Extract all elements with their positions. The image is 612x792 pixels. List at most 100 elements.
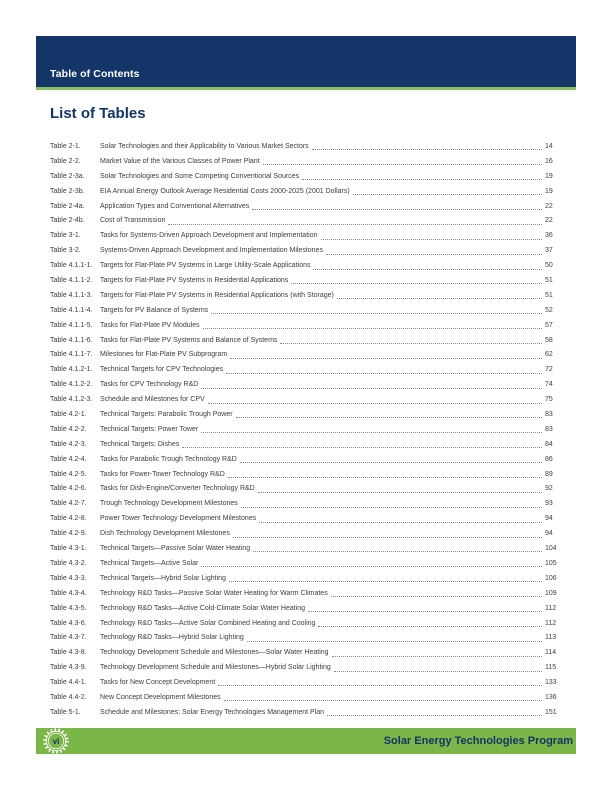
toc-entry-title: Cost of Transmission (100, 217, 166, 225)
toc-entry-row[interactable]: Table 4.3-5. Technology R&D Tasks—Active… (50, 602, 576, 617)
toc-entry-row[interactable]: Table 4.2-3. Technical Targets: Dishes 8… (50, 438, 576, 453)
toc-entry-page-number: 113 (545, 634, 557, 642)
toc-entry-row[interactable]: Table 4.2-1. Technical Targets: Paraboli… (50, 408, 576, 423)
dot-leader (331, 655, 542, 657)
toc-entry-label: Table 4.2-2. (50, 425, 87, 433)
toc-entry-row[interactable]: Table 4.1.2-2. Tasks for CPV Technology … (50, 378, 576, 393)
dot-leader (239, 462, 542, 464)
toc-entry-row[interactable]: Table 4.1.2-3. Schedule and Milestones f… (50, 393, 576, 408)
toc-entry-row[interactable]: Table 4.2-9. Dish Technology Development… (50, 527, 576, 542)
toc-entry-title: Targets for Flat-Plate PV Systems in Res… (100, 291, 334, 299)
toc-entry-title: Technology R&D Tasks—Active Solar Combin… (100, 619, 316, 627)
toc-entry-title: Targets for PV Balance of Systems (100, 306, 209, 314)
table-of-contents-header-bar: Table of Contents (36, 36, 576, 87)
toc-entry-row[interactable]: Table 4.3-6. Technology R&D Tasks—Active… (50, 617, 576, 632)
toc-entry-row[interactable]: Table 4.1.1-3. Targets for Flat-Plate PV… (50, 289, 576, 304)
toc-entry-label: Table 3-2. (50, 247, 81, 255)
toc-entry-page-number: 104 (545, 545, 557, 553)
toc-entry-title: Tasks for Flat-Plate PV Modules (100, 321, 200, 329)
toc-entry-label: Table 4.1.1-5. (50, 321, 93, 329)
toc-entry-label: Table 4.2-1. (50, 411, 87, 419)
toc-entry-title: Technical Targets—Passive Solar Water He… (100, 545, 251, 553)
dot-leader (336, 298, 542, 300)
toc-entry-row[interactable]: Table 4.2-2. Technical Targets: Power To… (50, 423, 576, 438)
toc-entry-title: Technical Targets: Parabolic Trough Powe… (100, 411, 233, 419)
toc-entry-row[interactable]: Table 2-4a. Application Types and Conven… (50, 200, 576, 215)
dot-leader (320, 238, 542, 240)
toc-entry-label: Table 4.1.2-1. (50, 366, 93, 374)
toc-entry-page-number: 112 (545, 619, 557, 627)
dot-leader (227, 476, 542, 478)
toc-entry-title: Systems-Driven Approach Development and … (100, 247, 323, 255)
toc-entry-row[interactable]: Table 2-3a. Solar Technologies and Some … (50, 170, 576, 185)
toc-entry-row[interactable]: Table 2-1. Solar Technologies and their … (50, 140, 576, 155)
dot-leader (291, 283, 542, 285)
toc-entry-title: Tasks for Systems-Driven Approach Develo… (100, 232, 318, 240)
toc-entry-label: Table 4.1.1-2. (50, 277, 93, 285)
toc-entry-title: Tasks for New Concept Development (100, 679, 216, 687)
toc-entry-row[interactable]: Table 4.1.1-5. Tasks for Flat-Plate PV M… (50, 319, 576, 334)
toc-entry-label: Table 4.3-9. (50, 664, 87, 672)
toc-entry-row[interactable]: Table 4.3-1. Technical Targets—Passive S… (50, 542, 576, 557)
dot-leader (333, 670, 542, 672)
toc-entry-row[interactable]: Table 4.2-8. Power Tower Technology Deve… (50, 512, 576, 527)
toc-entry-row[interactable]: Table 4.1.1-1. Targets for Flat-Plate PV… (50, 259, 576, 274)
toc-entry-row[interactable]: Table 4.2-6. Tasks for Dish-Engine/Conve… (50, 482, 576, 497)
dot-leader (246, 640, 542, 642)
toc-entry-label: Table 4.1.2-2. (50, 381, 93, 389)
toc-entry-page-number: 93 (545, 500, 553, 508)
toc-entry-row[interactable]: Table 4.1.1-6. Tasks for Flat-Plate PV S… (50, 334, 576, 349)
dot-leader (327, 715, 542, 717)
toc-entry-row[interactable]: Table 4.4-1. Tasks for New Concept Devel… (50, 676, 576, 691)
toc-entry-row[interactable]: Table 4.1.1-2. Targets for Flat-Plate PV… (50, 274, 576, 289)
toc-entry-row[interactable]: Table 2-2. Market Value of the Various C… (50, 155, 576, 170)
dot-leader (211, 313, 542, 315)
toc-entry-page-number: 52 (545, 306, 553, 314)
toc-entry-row[interactable]: Table 4.4-2. New Concept Development Mil… (50, 691, 576, 706)
toc-entry-row[interactable]: Table 4.3-2. Technical Targets—Active So… (50, 557, 576, 572)
toc-entry-label: Table 4.2-8. (50, 515, 87, 523)
toc-entry-row[interactable]: Table 4.3-8. Technology Development Sche… (50, 646, 576, 661)
toc-entry-row[interactable]: Table 4.1.1-4. Targets for PV Balance of… (50, 304, 576, 319)
toc-entry-row[interactable]: Table 4.3-9. Technology Development Sche… (50, 661, 576, 676)
toc-entry-label: Table 2-1. (50, 143, 81, 150)
toc-entry-row[interactable]: Table 5-1. Schedule and Milestones: Sola… (50, 706, 576, 721)
toc-entry-row[interactable]: Table 4.1.2-1. Technical Targets for CPV… (50, 363, 576, 378)
toc-entry-page-number: 22 (545, 202, 553, 210)
toc-entry-row[interactable]: Table 4.3-7. Technology R&D Tasks—Hybrid… (50, 631, 576, 646)
toc-entry-label: Table 4.3-7. (50, 634, 87, 642)
toc-entry-row[interactable]: Table 4.2-7. Trough Technology Developme… (50, 497, 576, 512)
dot-leader (311, 149, 542, 151)
toc-entry-label: Table 3-1. (50, 232, 81, 240)
page-title: List of Tables (50, 105, 146, 122)
toc-entry-row[interactable]: Table 3-2. Systems-Driven Approach Devel… (50, 244, 576, 259)
toc-entry-label: Table 4.2-3. (50, 440, 87, 448)
toc-entry-page-number: 37 (545, 247, 553, 255)
toc-entry-row[interactable]: Table 4.3-3. Technical Targets—Hybrid So… (50, 572, 576, 587)
toc-entry-row[interactable]: Table 4.2-5. Tasks for Power-Tower Techn… (50, 468, 576, 483)
toc-entry-title: Schedule and Milestones: Solar Energy Te… (100, 708, 325, 716)
toc-entry-row[interactable]: Table 3-1. Tasks for Systems-Driven Appr… (50, 229, 576, 244)
toc-entry-label: Table 4.3-4. (50, 589, 87, 597)
toc-entry-title: EIA Annual Energy Outlook Average Reside… (100, 187, 350, 195)
toc-entry-page-number: 51 (545, 277, 553, 285)
toc-entry-title: Technical Targets for CPV Technologies (100, 366, 224, 374)
toc-entry-label: Table 4.3-8. (50, 649, 87, 657)
dot-leader (235, 417, 542, 419)
toc-entry-title: New Concept Development Milestones (100, 693, 221, 701)
toc-entry-page-number: 89 (545, 470, 553, 478)
toc-entry-title: Application Types and Conventional Alter… (100, 202, 250, 210)
toc-entry-row[interactable]: Table 2-4b. Cost of Transmission 22 (50, 214, 576, 229)
toc-entry-label: Table 2-4a. (50, 202, 85, 210)
toc-entry-row[interactable]: Table 4.3-4. Technology R&D Tasks—Passiv… (50, 587, 576, 602)
toc-entry-row[interactable]: Table 4.2-4. Tasks for Parabolic Trough … (50, 453, 576, 468)
toc-entry-row[interactable]: Table 4.1.1-7. Milestones for Flat-Plate… (50, 348, 576, 363)
toc-entry-page-number: 115 (545, 664, 557, 672)
toc-entry-label: Table 4.4-1. (50, 679, 87, 687)
toc-entry-page-number: 84 (545, 440, 553, 448)
toc-entry-label: Table 4.2-7. (50, 500, 87, 508)
dot-leader (325, 253, 542, 255)
toc-entry-title: Solar Technologies and their Applicabili… (100, 143, 309, 150)
toc-entry-label: Table 4.4-2. (50, 693, 87, 701)
toc-entry-row[interactable]: Table 2-3b. EIA Annual Energy Outlook Av… (50, 185, 576, 200)
